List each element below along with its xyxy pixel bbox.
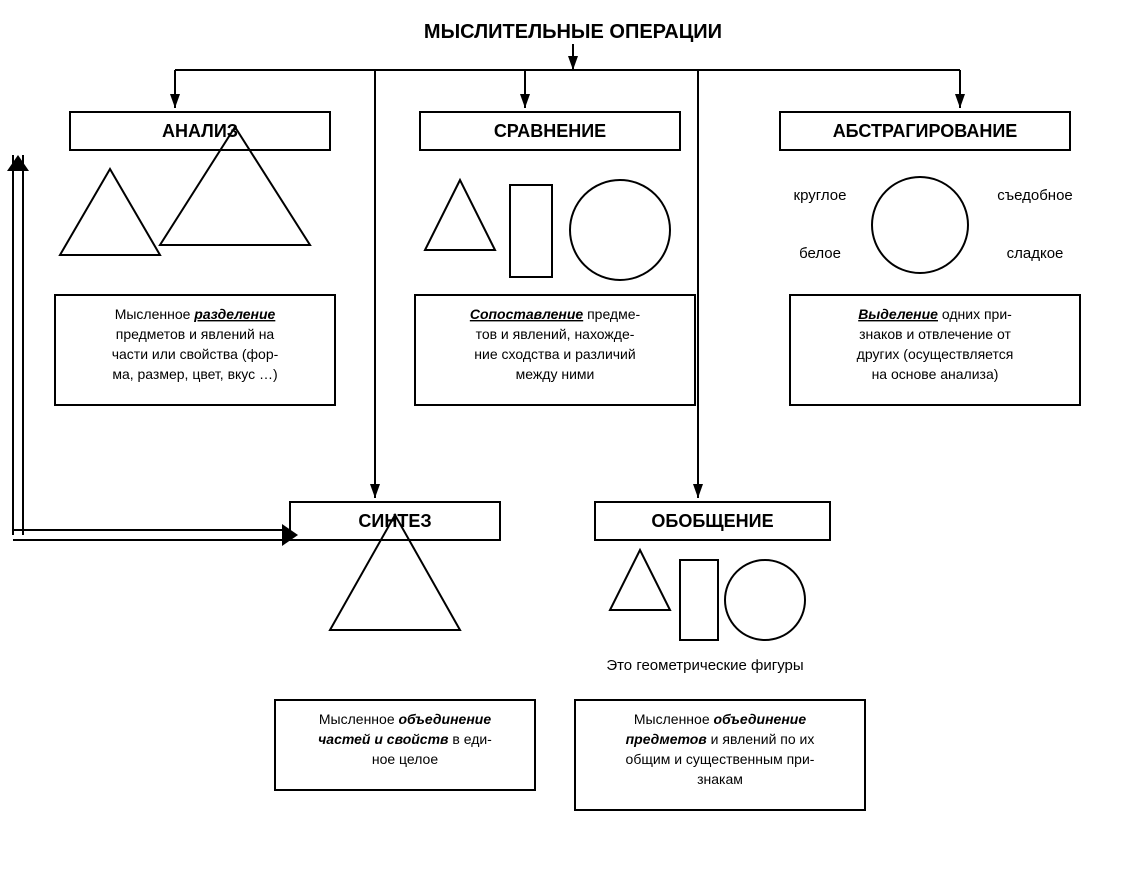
desc-abstraction: знаков и отвлечение от [859,326,1011,342]
diagram-title: МЫСЛИТЕЛЬНЫЕ ОПЕРАЦИИ [424,21,722,43]
header-generalization: ОБОБЩЕНИЕ [651,511,773,531]
header-comparison: СРАВНЕНИЕ [494,121,606,141]
desc-abstraction: Выделение одних при- [858,306,1012,322]
desc-analysis: части или свойства (фор- [112,346,279,362]
abstraction-label: съедобное [997,187,1073,204]
desc-generalization: общим и существенным при- [626,751,815,767]
desc-abstraction: на основе анализа) [872,366,999,382]
abstraction-label: белое [799,245,841,262]
desc-abstraction: других (осуществляется [857,346,1014,362]
header-analysis: АНАЛИЗ [162,121,238,141]
desc-comparison: тов и явлений, нахожде- [476,326,635,342]
desc-analysis: Мысленное разделение [115,306,276,322]
desc-comparison: Сопоставление предме- [470,306,641,322]
abstraction-label: круглое [794,187,847,204]
desc-generalization: знакам [697,771,743,787]
generalization-caption: Это геометрические фигуры [606,657,803,674]
desc-synthesis: частей и свойств в еди- [318,731,492,747]
header-abstraction: АБСТРАГИРОВАНИЕ [833,121,1018,141]
desc-analysis: предметов и явлений на [116,326,275,342]
desc-comparison: ние сходства и различий [474,346,635,362]
desc-synthesis: Мысленное объединение [319,711,491,727]
abstraction-label: сладкое [1007,245,1064,262]
desc-synthesis: ное целое [372,751,438,767]
diagram-canvas: МЫСЛИТЕЛЬНЫЕ ОПЕРАЦИИ АНАЛИЗ СРАВНЕНИЕ АБСТ… [0,0,1146,889]
desc-comparison: между ними [516,366,595,382]
desc-analysis: ма, размер, цвет, вкус …) [112,366,277,382]
desc-generalization: Мысленное объединение [634,711,806,727]
desc-generalization: предметов и явлений по их [626,731,815,747]
